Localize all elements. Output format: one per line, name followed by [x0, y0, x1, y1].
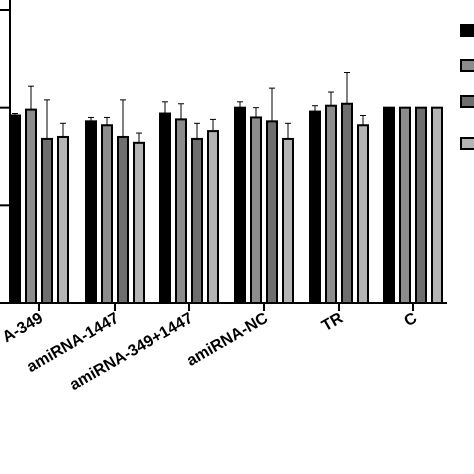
bar-2-1	[175, 118, 187, 304]
bar-1-0	[85, 120, 97, 304]
legend	[460, 24, 474, 150]
bar-2-2	[191, 137, 203, 304]
bar-5-2	[415, 106, 427, 304]
bar-0-1	[25, 108, 37, 305]
bar-5-3	[431, 106, 443, 304]
bar-0-2	[41, 137, 53, 304]
legend-swatch-3	[460, 137, 474, 150]
bar-3-2	[266, 120, 278, 304]
bar-1-1	[101, 124, 113, 304]
bar-4-2	[341, 102, 353, 305]
bar-3-1	[250, 116, 262, 304]
bar-5-1	[399, 106, 411, 304]
bar-4-3	[357, 124, 369, 304]
legend-swatch-2	[460, 95, 474, 108]
plot-area: A-349amiRNA-1447amiRNA-349+1447amiRNA-NC…	[0, 0, 447, 394]
bar-3-3	[282, 137, 294, 304]
bar-0-3	[57, 135, 69, 304]
x-tick-label-0: A-349	[0, 310, 46, 347]
x-tick-label-5: C	[401, 310, 420, 331]
bar-0-0	[9, 114, 21, 305]
bar-4-0	[309, 110, 321, 304]
x-tick-label-4: TR	[319, 310, 346, 336]
bar-2-3	[207, 130, 219, 304]
x-tick-label-2: amiRNA-349+1447	[67, 310, 196, 394]
bar-2-0	[159, 112, 171, 304]
bar-1-3	[133, 141, 145, 304]
bar-3-0	[234, 106, 246, 304]
bar-1-2	[117, 135, 129, 304]
bar-5-0	[383, 106, 395, 304]
legend-swatch-0	[460, 24, 474, 37]
legend-swatch-1	[460, 59, 474, 72]
bar-4-1	[325, 104, 337, 304]
x-tick-label-3: amiRNA-NC	[184, 310, 271, 370]
